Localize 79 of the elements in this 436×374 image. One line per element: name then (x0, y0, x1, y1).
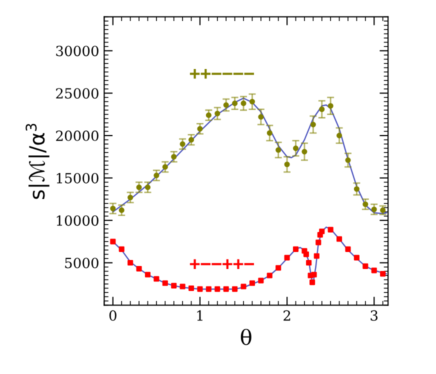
point (136, 184, 142, 190)
point (316, 240, 322, 246)
point (136, 266, 142, 272)
point (154, 276, 160, 282)
point (276, 265, 282, 271)
point (214, 110, 220, 116)
x-tick-label: 0 (109, 310, 116, 321)
point (188, 137, 194, 143)
point (162, 280, 168, 286)
y-tick-label: 30000 (56, 46, 98, 56)
point (180, 141, 186, 147)
point (197, 126, 203, 132)
point (258, 278, 264, 284)
y-tick-label: 10000 (56, 215, 98, 226)
point (162, 164, 168, 170)
point (240, 284, 246, 290)
point (302, 148, 308, 154)
point (284, 162, 290, 168)
point (310, 280, 316, 286)
y-axis-title: s|ℳ|/α$^{3}$ (26, 124, 50, 199)
point (314, 253, 320, 259)
point (266, 272, 272, 278)
point (232, 100, 238, 106)
point (292, 246, 299, 252)
point (284, 254, 290, 260)
y-tick-label: 5000 (65, 258, 98, 268)
y-tick-label: 20000 (56, 130, 98, 142)
point (319, 228, 325, 234)
point (249, 98, 255, 104)
y-tick-label: 25000 (56, 88, 98, 99)
point (128, 194, 134, 200)
x-axis-title: θ (240, 328, 252, 346)
point (311, 272, 317, 278)
point (303, 252, 309, 258)
point (336, 132, 342, 138)
annotation: +−−++− (190, 259, 254, 269)
point (319, 106, 325, 112)
point (345, 246, 351, 252)
x-tick-label: 3 (370, 310, 378, 321)
x-tick-label: 1 (197, 310, 202, 321)
point (258, 114, 264, 120)
point (240, 100, 246, 106)
point (118, 246, 124, 252)
point (171, 282, 177, 288)
point (276, 147, 282, 153)
point (128, 260, 134, 266)
point (371, 206, 377, 212)
point (328, 226, 334, 232)
point (310, 122, 316, 128)
point (214, 286, 220, 292)
point (362, 263, 368, 269)
point (206, 112, 212, 118)
point (223, 102, 229, 108)
point (354, 254, 360, 260)
point (345, 157, 351, 163)
point (266, 130, 272, 136)
point (197, 286, 203, 292)
x-tick-label: 2 (284, 310, 290, 321)
point (188, 285, 194, 291)
point (292, 146, 299, 152)
point (306, 260, 312, 266)
point (354, 186, 360, 192)
point (180, 284, 186, 290)
point (110, 238, 116, 244)
point (118, 207, 124, 213)
point (110, 206, 116, 212)
point (206, 286, 212, 292)
point (154, 172, 160, 178)
point (144, 184, 151, 190)
point (371, 268, 377, 274)
y-tick-label: 15000 (56, 172, 98, 184)
point (336, 236, 342, 242)
point (328, 103, 334, 109)
point (232, 286, 238, 292)
point (380, 271, 386, 277)
annotation: ++−−−− (190, 68, 254, 79)
point (249, 280, 255, 286)
point (144, 272, 151, 278)
point (223, 286, 229, 292)
